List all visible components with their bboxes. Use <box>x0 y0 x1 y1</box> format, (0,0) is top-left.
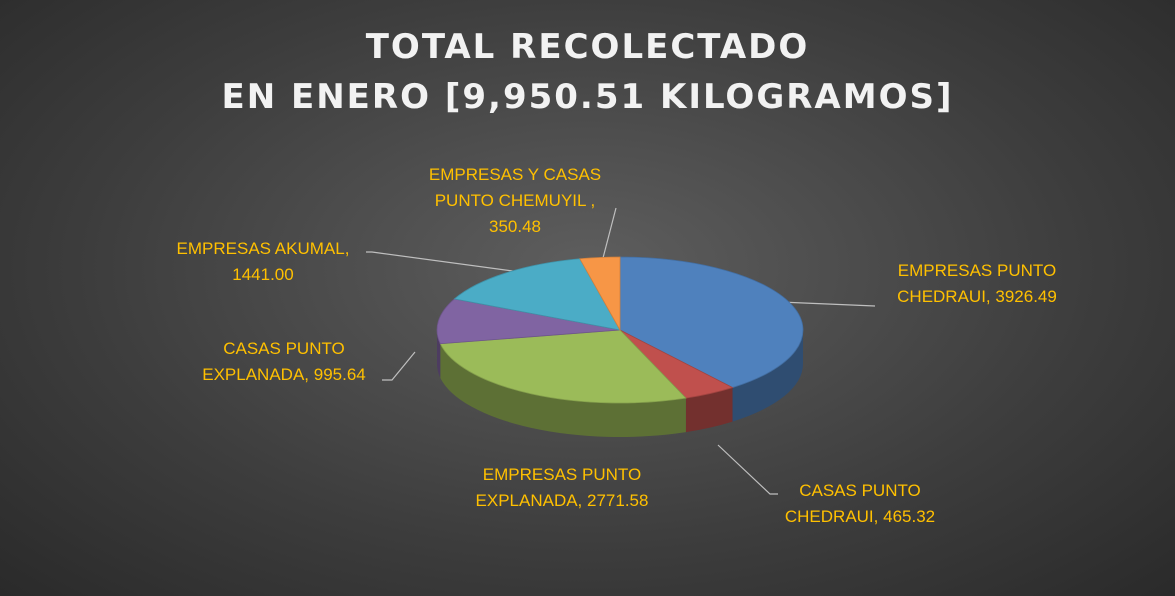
chart-title: TOTAL RECOLECTADO EN ENERO [9,950.51 KIL… <box>221 27 954 117</box>
value-label: 1441.00 <box>232 265 294 284</box>
slice-side <box>685 387 733 433</box>
category-label: EMPRESAS Y CASAS PUNTO CHEMUYIL , <box>428 165 602 210</box>
value-label: 2771.58 <box>587 491 649 510</box>
leader-line <box>382 351 416 381</box>
slice-side <box>732 330 803 422</box>
data-label: EMPRESAS PUNTO CHEDRAUI, 3926.49 <box>877 258 1077 310</box>
data-label: EMPRESAS Y CASAS PUNTO CHEMUYIL , 350.48 <box>410 162 620 240</box>
data-label: CASAS PUNTO EXPLANADA, 995.64 <box>174 336 394 388</box>
leader-line <box>602 207 617 259</box>
data-label: EMPRESAS PUNTO EXPLANADA, 2771.58 <box>447 462 677 514</box>
data-label: CASAS PUNTO CHEDRAUI, 465.32 <box>780 478 940 530</box>
data-label: EMPRESAS AKUMAL, 1441.00 <box>163 236 363 288</box>
category-label: EMPRESAS PUNTO CHEDRAUI, <box>897 261 1057 306</box>
slice <box>439 329 687 404</box>
slice <box>579 256 621 332</box>
slice-side <box>440 343 686 437</box>
leader-line <box>717 444 778 495</box>
value-label: 350.48 <box>489 217 541 236</box>
category-label: CASAS PUNTO CHEDRAUI, <box>784 481 921 526</box>
value-label: 465.32 <box>883 507 936 526</box>
leader-line <box>779 301 876 307</box>
value-label: 995.64 <box>313 365 366 384</box>
slice <box>453 258 621 331</box>
category-label: EMPRESAS AKUMAL, <box>176 239 350 258</box>
slice <box>436 298 621 345</box>
slice <box>619 256 804 388</box>
category-label: CASAS PUNTO EXPLANADA, <box>202 339 345 384</box>
value-label: 3926.49 <box>995 287 1057 306</box>
leader-line <box>366 251 521 273</box>
category-label: EMPRESAS PUNTO EXPLANADA, <box>475 465 642 510</box>
